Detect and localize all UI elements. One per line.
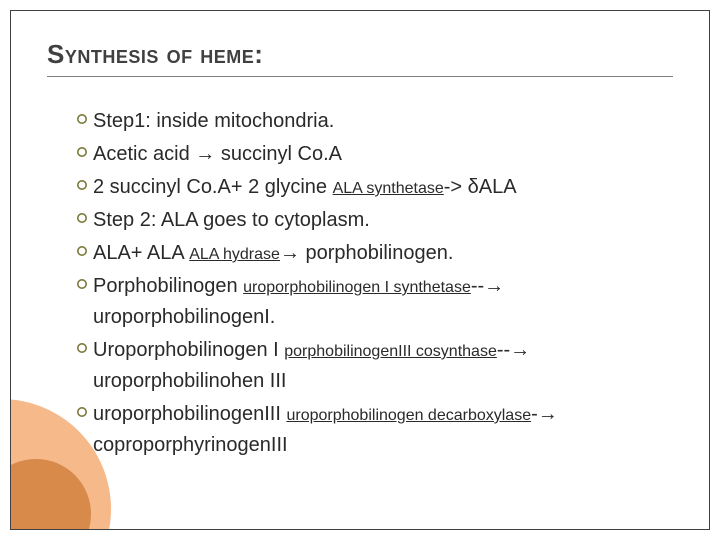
bullet-icon: [71, 278, 93, 290]
slide-frame: Synthesis of heme: Step1: inside mitocho…: [10, 10, 710, 530]
list-item-text: Step1: inside mitochondria.: [93, 106, 669, 137]
bullet-icon: [71, 146, 93, 158]
list-item: 2 succinyl Co.A+ 2 glycine ALA synthetas…: [71, 172, 669, 203]
list-item-text: Porphobilinogen uroporphobilinogen I syn…: [93, 271, 669, 333]
enzyme-name: porphobilinogenIII cosynthase: [284, 343, 497, 360]
list-item: Step1: inside mitochondria.: [71, 106, 669, 137]
list-item-pre: uroporphobilinogenIII: [93, 403, 286, 425]
list-item-pre: Uroporphobilinogen I: [93, 339, 284, 361]
list-item-text: uroporphobilinogenIII uroporphobilinogen…: [93, 399, 669, 461]
list-item-post: → porphobilinogen.: [280, 242, 453, 264]
enzyme-name: uroporphobilinogen I synthetase: [243, 279, 471, 296]
bullet-icon: [71, 342, 93, 354]
list-item: ALA+ ALA ALA hydrase→ porphobilinogen.: [71, 238, 669, 269]
list-item-text: Acetic acid → succinyl Co.A: [93, 139, 669, 170]
bullet-icon: [71, 406, 93, 418]
list-item-pre: ALA+ ALA: [93, 242, 189, 264]
enzyme-name: ALA synthetase: [333, 180, 444, 197]
list-item-pre: 2 succinyl Co.A+ 2 glycine: [93, 176, 333, 198]
bullet-icon: [71, 212, 93, 224]
bullet-icon: [71, 113, 93, 125]
list-item: Porphobilinogen uroporphobilinogen I syn…: [71, 271, 669, 333]
bullet-list: Step1: inside mitochondria.Acetic acid →…: [71, 106, 669, 463]
list-item: Acetic acid → succinyl Co.A: [71, 139, 669, 170]
bullet-icon: [71, 179, 93, 191]
enzyme-name: uroporphobilinogen decarboxylase: [286, 407, 531, 424]
list-item-post: -> δALA: [444, 176, 517, 198]
slide-title: Synthesis of heme:: [47, 39, 673, 77]
bullet-icon: [71, 245, 93, 257]
list-item: Uroporphobilinogen I porphobilinogenIII …: [71, 335, 669, 397]
list-item-text: 2 succinyl Co.A+ 2 glycine ALA synthetas…: [93, 172, 669, 203]
list-item-pre: Porphobilinogen: [93, 275, 243, 297]
list-item: Step 2: ALA goes to cytoplasm.: [71, 205, 669, 236]
list-item-text: Uroporphobilinogen I porphobilinogenIII …: [93, 335, 669, 397]
list-item-text: Step 2: ALA goes to cytoplasm.: [93, 205, 669, 236]
list-item: uroporphobilinogenIII uroporphobilinogen…: [71, 399, 669, 461]
list-item-text: ALA+ ALA ALA hydrase→ porphobilinogen.: [93, 238, 669, 269]
enzyme-name: ALA hydrase: [189, 246, 280, 263]
